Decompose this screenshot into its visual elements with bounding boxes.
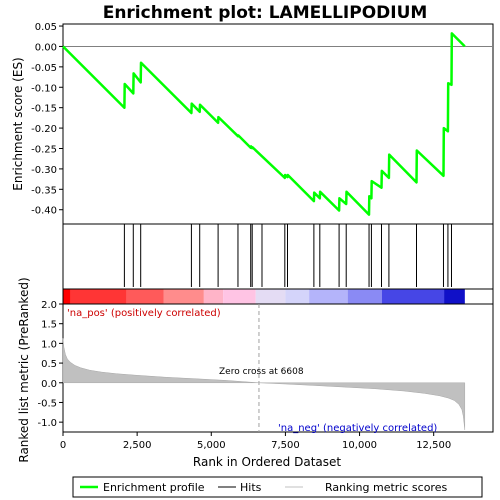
es-axis-label: Enrichment score (ES) <box>11 57 25 190</box>
metric-y-tick-label: -0.5 <box>37 398 57 409</box>
color-bar-segment <box>203 289 224 304</box>
enrichment-score-panel: 0.05 0.00 -0.05 -0.10 -0.15 -0.20 -0.25 -0.30 -0… <box>31 22 494 225</box>
chart-title: Enrichment plot: LAMELLIPODIUM <box>103 3 428 23</box>
color-bar-segment <box>285 289 310 304</box>
es-y-tick-label: -0.05 <box>31 63 57 74</box>
color-bar-segment <box>309 289 348 304</box>
x-tick-label: 7,500 <box>271 440 300 451</box>
color-bar-segment <box>70 289 127 304</box>
ranking-color-bar <box>62 288 494 305</box>
es-y-tick-label: -0.15 <box>31 104 57 115</box>
legend-label: Ranking metric scores <box>325 481 447 494</box>
x-tick-label: 12,500 <box>416 440 451 451</box>
metric-axis-label: Ranked list metric (PreRanked) <box>17 277 31 462</box>
metric-y-tick-label: 0.0 <box>41 379 57 390</box>
metric-plot-frame <box>62 303 494 433</box>
x-tick-label: 10,000 <box>342 440 377 451</box>
es-y-tick-label: -0.40 <box>31 206 57 217</box>
color-bar-segment <box>347 289 382 304</box>
x-axis-label: Rank in Ordered Dataset <box>193 455 341 469</box>
metric-y-tick-label: 1.5 <box>41 320 57 331</box>
color-bar-segment <box>381 289 445 304</box>
legend-label: Hits <box>240 481 262 494</box>
es-y-tick-label: -0.20 <box>31 124 57 135</box>
es-plot-frame <box>62 23 494 225</box>
metric-y-tick-label: 2.0 <box>41 300 57 311</box>
color-bar-segment <box>163 289 204 304</box>
neg-correlation-label: 'na_neg' (negatively correlated) <box>278 423 437 434</box>
color-bar-segment <box>444 289 465 304</box>
ranked-metric-panel: 2.0 1.5 1.0 0.5 0.0 -0.5 -1.00 2,500 5,000 7,500 1… <box>37 300 494 451</box>
zero-cross-label: Zero cross at 6608 <box>219 367 304 377</box>
pos-correlation-label: 'na_pos' (positively correlated) <box>67 308 221 319</box>
color-bar-segment <box>126 289 164 304</box>
es-y-tick-label: -0.25 <box>31 144 57 155</box>
metric-y-tick-label: 0.5 <box>41 359 57 370</box>
x-tick-label: 5,000 <box>197 440 226 451</box>
x-tick-label: 2,500 <box>123 440 152 451</box>
enrichment-profile-line <box>62 32 466 216</box>
metric-y-tick-label: -1.0 <box>37 418 57 429</box>
hits-frame <box>62 223 494 290</box>
x-tick-label: 0 <box>60 440 66 451</box>
es-y-tick-label: 0.00 <box>35 42 57 53</box>
es-y-tick-label: -0.30 <box>31 165 57 176</box>
color-bar-segment <box>223 289 256 304</box>
legend: Enrichment profile Hits Ranking metric sco… <box>72 476 483 498</box>
es-y-tick-label: 0.05 <box>35 22 57 33</box>
es-y-tick-label: -0.35 <box>31 185 57 196</box>
color-bar-segment <box>63 289 71 304</box>
color-bar-segment <box>255 289 286 304</box>
legend-label: Enrichment profile <box>103 481 205 494</box>
metric-y-tick-label: 1.0 <box>41 339 57 350</box>
es-y-tick-label: -0.10 <box>31 83 57 94</box>
hits-panel <box>62 223 494 290</box>
legend-box <box>72 476 483 498</box>
